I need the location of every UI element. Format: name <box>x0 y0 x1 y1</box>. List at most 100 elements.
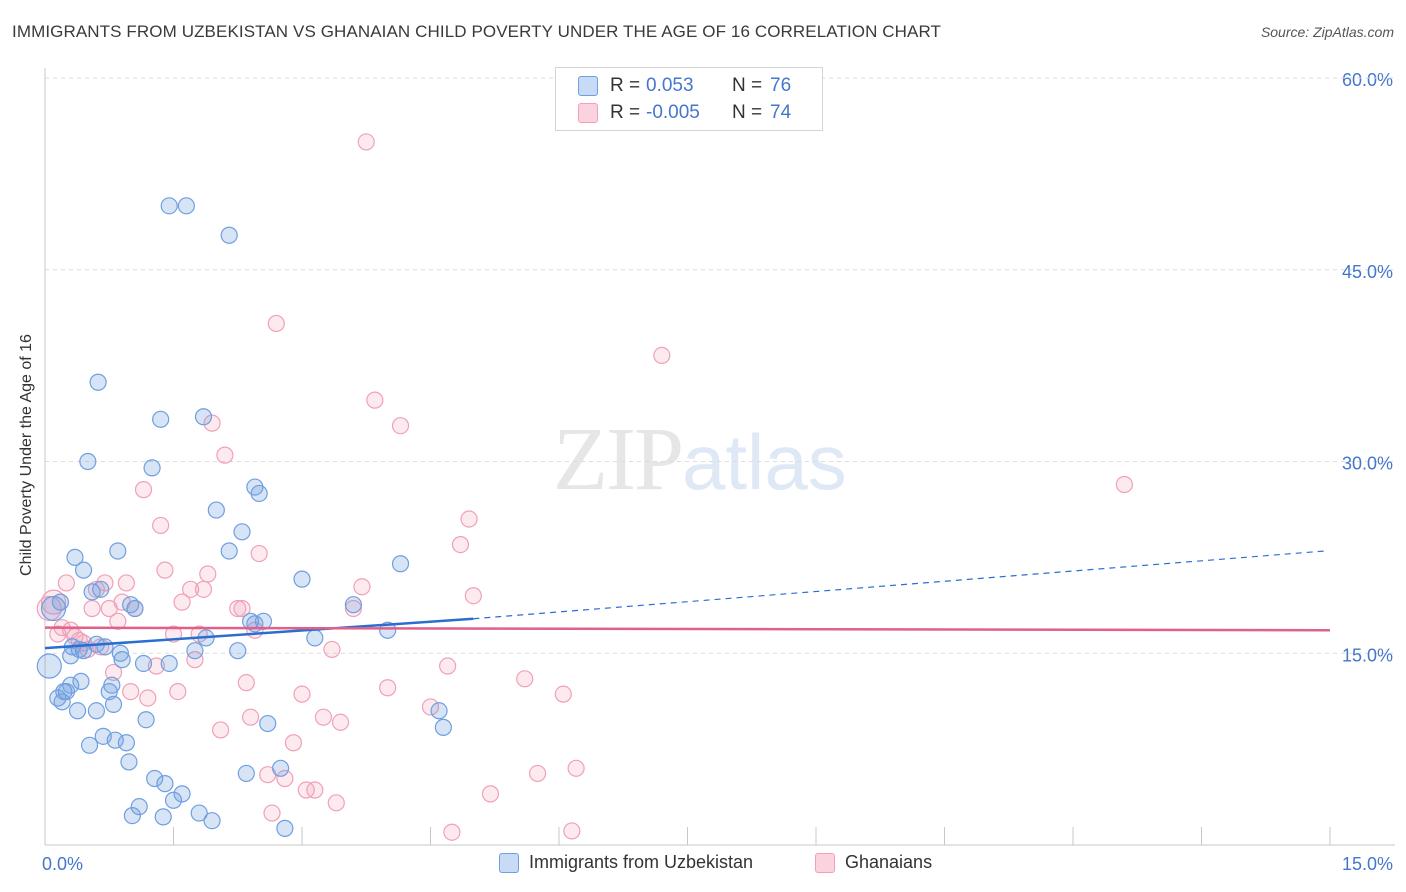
uzbekistan-point <box>259 714 277 733</box>
ghanaian-point <box>1115 475 1134 494</box>
uzbekistan-point <box>160 654 178 673</box>
uzbekistan-point <box>207 501 225 519</box>
ghanaian-point <box>284 734 303 752</box>
ghanaian-point <box>212 721 230 739</box>
y-tick-label: 30.0% <box>1342 454 1393 474</box>
uzbekistan-point <box>123 806 141 825</box>
uzbekistan-point <box>79 452 97 471</box>
watermark: ZIPatlas <box>553 408 847 511</box>
uzbekistan-point <box>106 731 124 749</box>
uzbekistan-point <box>156 775 174 793</box>
ghanaian-point <box>242 708 260 726</box>
uzbekistan-point <box>74 561 93 579</box>
uzbekistan-point <box>111 644 129 662</box>
uzbekistan-point <box>87 702 106 720</box>
ghanaian-point <box>250 544 268 563</box>
ghanaian-point <box>203 414 221 432</box>
ghanaian-point <box>147 657 165 675</box>
stats-legend: R = 0.053 N = 76 R = -0.005 N = 74 <box>555 67 823 131</box>
uzbekistan-point <box>134 654 153 673</box>
uzbekistan-point <box>164 791 183 809</box>
legend-n-value: 74 <box>770 102 792 123</box>
ghanaian-point <box>353 578 371 596</box>
ghanaian-point <box>194 580 213 598</box>
legend-swatch-pink <box>815 852 835 873</box>
x-tick-label-max: 15.0% <box>1342 854 1393 874</box>
uzbekistan-point <box>51 593 70 611</box>
legend-n-label: N = <box>732 75 763 96</box>
uzbekistan-point <box>130 798 148 816</box>
watermark-zip: ZIP <box>553 410 684 509</box>
uzbekistan-point <box>92 580 110 598</box>
legend-item-ghanaians[interactable]: Ghanaians <box>815 852 932 873</box>
ghanaian-point <box>306 781 324 799</box>
uzbekistan-point <box>68 702 87 720</box>
legend-swatch-pink <box>578 103 598 123</box>
ghanaian-point <box>379 679 397 697</box>
legend-r-label: R = <box>610 75 641 96</box>
uzbekistan-point <box>89 373 107 391</box>
uzbekistan-point <box>152 410 170 428</box>
ghanaian-point <box>104 663 123 682</box>
ghanaian-point <box>464 587 482 605</box>
uzbekistan-point <box>36 653 62 679</box>
uzbekistan-point <box>203 812 221 830</box>
uzbekistan-point <box>173 785 191 803</box>
ghanaian-point <box>237 674 255 692</box>
legend-r-value: 0.053 <box>646 75 694 96</box>
ghanaian-point <box>391 417 410 435</box>
ghanaian-point <box>122 682 140 701</box>
ghanaian-point <box>263 804 281 822</box>
ghanaian-point <box>439 657 457 675</box>
uzbekistan-point <box>62 647 80 665</box>
ghanaian-point <box>567 759 585 777</box>
uzbekistan-point <box>250 484 268 503</box>
legend-swatch-blue <box>578 76 598 96</box>
uzbekistan-point <box>109 542 127 560</box>
legend-row-ghanaians: R = -0.005 N = 74 <box>578 100 791 126</box>
ghanaian-point <box>182 580 200 598</box>
ghanaian-point <box>344 599 362 618</box>
uzbekistan-point <box>113 651 131 669</box>
ghanaian-point <box>134 481 153 499</box>
uzbekistan-point <box>237 764 255 783</box>
ghanaian-point <box>233 599 251 618</box>
ghanaian-point <box>117 574 135 592</box>
uzbekistan-point <box>434 718 452 736</box>
ghanaian-point <box>186 651 204 669</box>
x-tick-label-min: 0.0% <box>42 854 83 874</box>
legend-n-label: N = <box>732 102 763 123</box>
ghanaian-point <box>216 446 234 464</box>
uzbekistan-point <box>104 695 123 713</box>
legend-r-label: R = <box>610 102 641 123</box>
uzbekistan-point <box>430 702 448 720</box>
uzbekistan-point <box>137 711 155 729</box>
uzbekistan-point <box>80 736 99 754</box>
uzbekistan-point <box>194 408 213 426</box>
uzbekistan-point <box>229 642 247 660</box>
uzbekistan-point <box>103 676 121 694</box>
ghanaian-point <box>331 713 350 731</box>
uzbekistan-point <box>62 676 80 694</box>
uzbekistan-point <box>246 615 264 633</box>
legend-row-uzbekistan: R = 0.053 N = 76 <box>578 73 791 99</box>
ghanaian-point <box>57 574 76 592</box>
uzbekistan-trend-line <box>44 617 474 650</box>
uzbekistan-point <box>177 197 195 215</box>
legend-r-value: -0.005 <box>646 102 700 123</box>
legend-item-uzbekistan[interactable]: Immigrants from Uzbekistan <box>499 852 753 873</box>
ghanaian-point <box>152 516 170 535</box>
uzbekistan-point <box>293 570 311 588</box>
ghanaian-point <box>323 640 341 659</box>
ghanaian-point <box>563 822 581 840</box>
uzbekistan-trend-extension <box>473 550 1326 620</box>
ghanaian-point <box>481 785 500 803</box>
ghanaian-point <box>451 535 470 554</box>
ghanaian-point <box>156 561 174 579</box>
ghanaian-point <box>293 685 311 703</box>
uzbekistan-point <box>66 548 84 566</box>
uzbekistan-point <box>306 629 324 647</box>
chart-title: IMMIGRANTS FROM UZBEKISTAN VS GHANAIAN C… <box>12 22 942 41</box>
y-tick-label: 15.0% <box>1342 645 1393 665</box>
